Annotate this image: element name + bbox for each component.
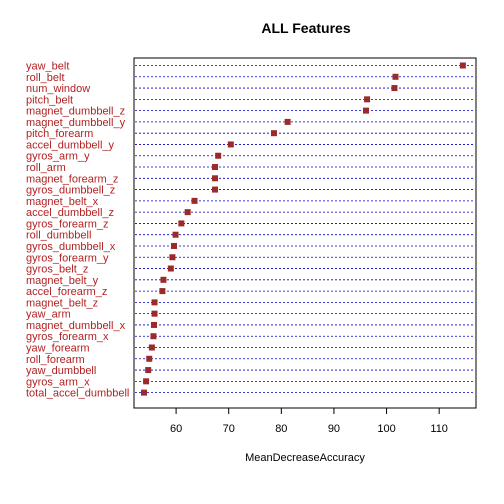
category-label: gyros_belt_z xyxy=(26,264,88,276)
data-point xyxy=(270,130,277,137)
category-label: magnet_dumbbell_y xyxy=(26,117,126,129)
category-label: yaw_forearm xyxy=(26,343,90,355)
x-tick-label: 100 xyxy=(377,423,395,435)
category-label: magnet_dumbbell_z xyxy=(26,106,125,118)
data-point xyxy=(167,265,174,272)
data-point xyxy=(159,288,166,295)
data-point xyxy=(146,355,153,362)
data-point xyxy=(227,141,234,148)
category-label: roll_forearm xyxy=(26,354,85,366)
category-label: total_accel_dumbbell xyxy=(26,388,129,400)
data-point xyxy=(178,220,185,227)
plot-frame xyxy=(133,57,477,409)
category-labels: yaw_beltroll_beltnum_windowpitch_beltmag… xyxy=(26,61,129,400)
category-label: magnet_forearm_z xyxy=(26,173,118,185)
x-tick-label: 90 xyxy=(328,423,340,435)
category-label: num_window xyxy=(26,83,90,95)
data-points xyxy=(140,62,466,396)
category-label: gyros_forearm_z xyxy=(26,218,109,230)
category-label: yaw_dumbbell xyxy=(26,365,96,377)
category-label: roll_arm xyxy=(26,162,66,174)
category-label: magnet_dumbbell_x xyxy=(26,320,126,332)
data-point xyxy=(392,73,399,80)
data-point xyxy=(212,175,219,182)
category-label: magnet_belt_y xyxy=(26,275,99,287)
data-point xyxy=(391,85,398,92)
data-point xyxy=(160,276,167,283)
data-point xyxy=(151,310,158,317)
data-point xyxy=(364,96,371,103)
category-label: magnet_belt_x xyxy=(26,196,99,208)
category-label: gyros_dumbbell_z xyxy=(26,185,115,197)
data-point xyxy=(212,186,219,193)
category-label: accel_forearm_z xyxy=(26,286,107,298)
category-label: gyros_forearm_y xyxy=(26,252,109,264)
category-label: yaw_belt xyxy=(26,61,69,73)
data-point xyxy=(459,62,466,69)
data-point xyxy=(150,333,157,340)
data-point xyxy=(151,299,158,306)
category-label: gyros_arm_y xyxy=(26,151,90,163)
category-label: pitch_belt xyxy=(26,94,73,106)
data-point xyxy=(145,367,152,374)
chart-title: ALL Features xyxy=(261,20,350,36)
data-point xyxy=(215,152,222,159)
data-point xyxy=(148,344,155,351)
category-label: pitch_forearm xyxy=(26,128,93,140)
data-point xyxy=(184,209,191,216)
category-label: accel_dumbbell_z xyxy=(26,207,114,219)
x-tick-label: 60 xyxy=(170,423,182,435)
category-label: magnet_belt_z xyxy=(26,297,98,309)
category-label: gyros_arm_x xyxy=(26,376,90,388)
category-label: accel_dumbbell_y xyxy=(26,139,115,151)
data-point xyxy=(212,164,219,171)
category-label: gyros_forearm_x xyxy=(26,331,109,343)
data-point xyxy=(363,107,370,114)
data-point xyxy=(169,254,176,261)
category-label: gyros_dumbbell_x xyxy=(26,241,116,253)
data-point xyxy=(191,197,198,204)
data-point xyxy=(150,321,157,328)
category-label: roll_dumbbell xyxy=(26,230,91,242)
category-label: yaw_arm xyxy=(26,309,71,321)
data-point xyxy=(140,389,147,396)
data-point xyxy=(172,231,179,238)
x-tick-label: 110 xyxy=(430,423,448,435)
data-point xyxy=(170,242,177,249)
x-axis-label: MeanDecreaseAccuracy xyxy=(245,452,365,464)
x-axis: 60 70 80 90 100 110 xyxy=(170,408,448,435)
data-point xyxy=(143,378,150,385)
x-tick-label: 80 xyxy=(275,423,287,435)
x-tick-label: 70 xyxy=(223,423,235,435)
data-point xyxy=(284,118,291,125)
gridlines xyxy=(135,65,475,394)
category-label: roll_belt xyxy=(26,72,65,84)
